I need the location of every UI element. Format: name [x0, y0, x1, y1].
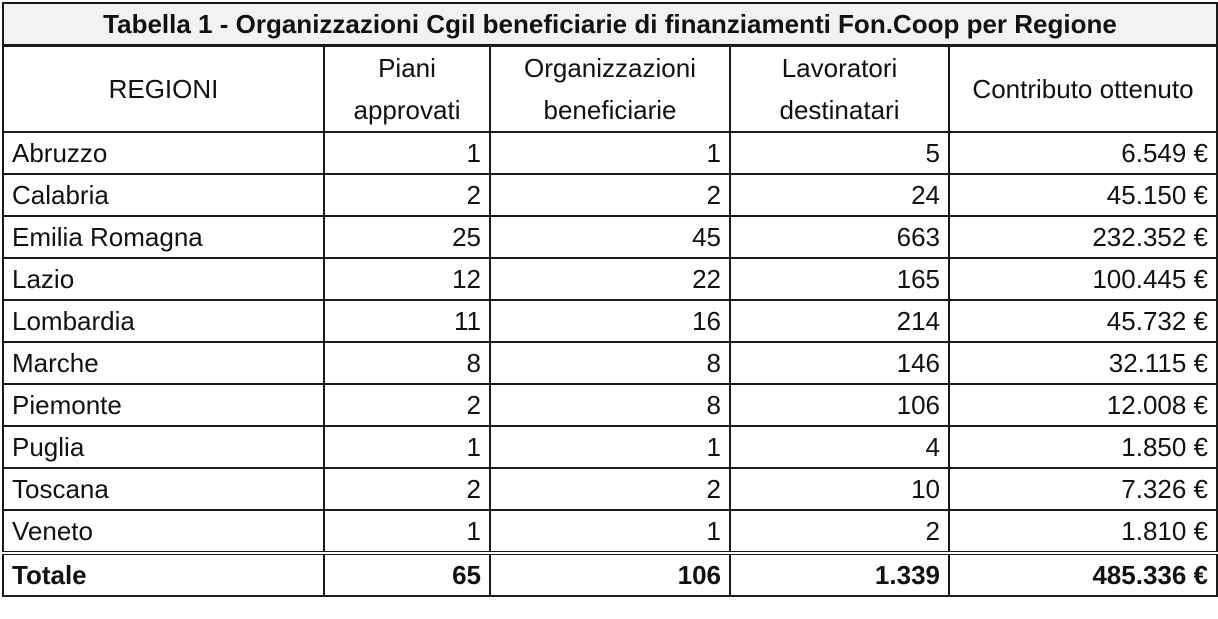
table-row: Piemonte 2 8 106 12.008 €	[2, 383, 1218, 427]
lav-cell[interactable]: 146	[729, 341, 950, 385]
total-contr-cell[interactable]: 485.336 €	[947, 551, 1218, 597]
piani-cell[interactable]: 2	[323, 467, 491, 511]
piani-cell[interactable]: 11	[323, 299, 491, 343]
org-cell[interactable]: 1	[489, 425, 731, 469]
region-cell[interactable]: Lombardia	[2, 299, 325, 343]
lav-cell[interactable]: 2	[729, 509, 950, 554]
total-label-cell[interactable]: Totale	[2, 551, 325, 597]
org-cell[interactable]: 8	[489, 383, 731, 427]
lav-cell[interactable]: 5	[729, 131, 950, 175]
org-cell[interactable]: 2	[489, 173, 731, 217]
region-cell[interactable]: Emilia Romagna	[2, 215, 325, 259]
region-cell[interactable]: Piemonte	[2, 383, 325, 427]
table-title[interactable]: Tabella 1 - Organizzazioni Cgil benefici…	[1, 2, 1218, 47]
lav-cell[interactable]: 165	[729, 257, 950, 301]
total-row: Totale 65 106 1.339 485.336 €	[2, 551, 1218, 597]
table-row: Marche 8 8 146 32.115 €	[2, 341, 1218, 385]
piani-cell[interactable]: 2	[323, 383, 491, 427]
region-cell[interactable]: Toscana	[2, 467, 325, 511]
piani-cell[interactable]: 8	[323, 341, 491, 385]
contr-cell[interactable]: 7.326 €	[947, 467, 1218, 511]
piani-cell[interactable]: 2	[323, 173, 491, 217]
table-header-row: REGIONI Piani approvati Organizzazioni b…	[2, 44, 1218, 133]
contr-cell[interactable]: 6.549 €	[947, 131, 1218, 175]
lav-cell[interactable]: 24	[729, 173, 950, 217]
header-organizzazioni-beneficiarie[interactable]: Organizzazioni beneficiarie	[489, 44, 731, 133]
header-contributo-ottenuto[interactable]: Contributo ottenuto	[947, 44, 1218, 133]
lav-cell[interactable]: 4	[729, 425, 950, 469]
piani-cell[interactable]: 1	[323, 425, 491, 469]
contr-cell[interactable]: 45.150 €	[947, 173, 1218, 217]
org-cell[interactable]: 1	[489, 131, 731, 175]
total-lav-cell[interactable]: 1.339	[729, 551, 950, 597]
table-row: Emilia Romagna 25 45 663 232.352 €	[2, 215, 1218, 259]
lav-cell[interactable]: 214	[729, 299, 950, 343]
piani-cell[interactable]: 1	[323, 509, 491, 554]
table-row: Calabria 2 2 24 45.150 €	[2, 173, 1218, 217]
org-cell[interactable]: 16	[489, 299, 731, 343]
org-cell[interactable]: 22	[489, 257, 731, 301]
org-cell[interactable]: 2	[489, 467, 731, 511]
table-body: Abruzzo 1 1 5 6.549 € Calabria 2 2 24 45.150 € Emi…	[2, 131, 1218, 554]
piani-cell[interactable]: 25	[323, 215, 491, 259]
table-row: Lazio 12 22 165 100.445 €	[2, 257, 1218, 301]
table-row: Abruzzo 1 1 5 6.549 €	[2, 131, 1218, 175]
piani-cell[interactable]: 1	[323, 131, 491, 175]
total-piani-cell[interactable]: 65	[323, 551, 491, 597]
region-cell[interactable]: Marche	[2, 341, 325, 385]
piani-cell[interactable]: 12	[323, 257, 491, 301]
contr-cell[interactable]: 1.850 €	[947, 425, 1218, 469]
table-title-row: Tabella 1 - Organizzazioni Cgil benefici…	[1, 2, 1218, 47]
contr-cell[interactable]: 232.352 €	[947, 215, 1218, 259]
lav-cell[interactable]: 663	[729, 215, 950, 259]
lav-cell[interactable]: 106	[729, 383, 950, 427]
table-row: Toscana 2 2 10 7.326 €	[2, 467, 1218, 511]
org-cell[interactable]: 1	[489, 509, 731, 554]
org-cell[interactable]: 45	[489, 215, 731, 259]
region-cell[interactable]: Abruzzo	[2, 131, 325, 175]
table-row: Puglia 1 1 4 1.850 €	[2, 425, 1218, 469]
header-piani-approvati[interactable]: Piani approvati	[323, 44, 491, 133]
lav-cell[interactable]: 10	[729, 467, 950, 511]
region-cell[interactable]: Lazio	[2, 257, 325, 301]
header-regioni[interactable]: REGIONI	[2, 44, 325, 133]
region-cell[interactable]: Puglia	[2, 425, 325, 469]
regions-table: Tabella 1 - Organizzazioni Cgil benefici…	[1, 2, 1218, 597]
contr-cell[interactable]: 45.732 €	[947, 299, 1218, 343]
header-lavoratori-destinatari[interactable]: Lavoratori destinatari	[729, 44, 950, 133]
region-cell[interactable]: Veneto	[2, 509, 325, 554]
table-row: Lombardia 11 16 214 45.732 €	[2, 299, 1218, 343]
contr-cell[interactable]: 12.008 €	[947, 383, 1218, 427]
contr-cell[interactable]: 100.445 €	[947, 257, 1218, 301]
table-row: Veneto 1 1 2 1.810 €	[2, 509, 1218, 554]
region-cell[interactable]: Calabria	[2, 173, 325, 217]
contr-cell[interactable]: 32.115 €	[947, 341, 1218, 385]
contr-cell[interactable]: 1.810 €	[947, 509, 1218, 554]
total-org-cell[interactable]: 106	[489, 551, 731, 597]
org-cell[interactable]: 8	[489, 341, 731, 385]
